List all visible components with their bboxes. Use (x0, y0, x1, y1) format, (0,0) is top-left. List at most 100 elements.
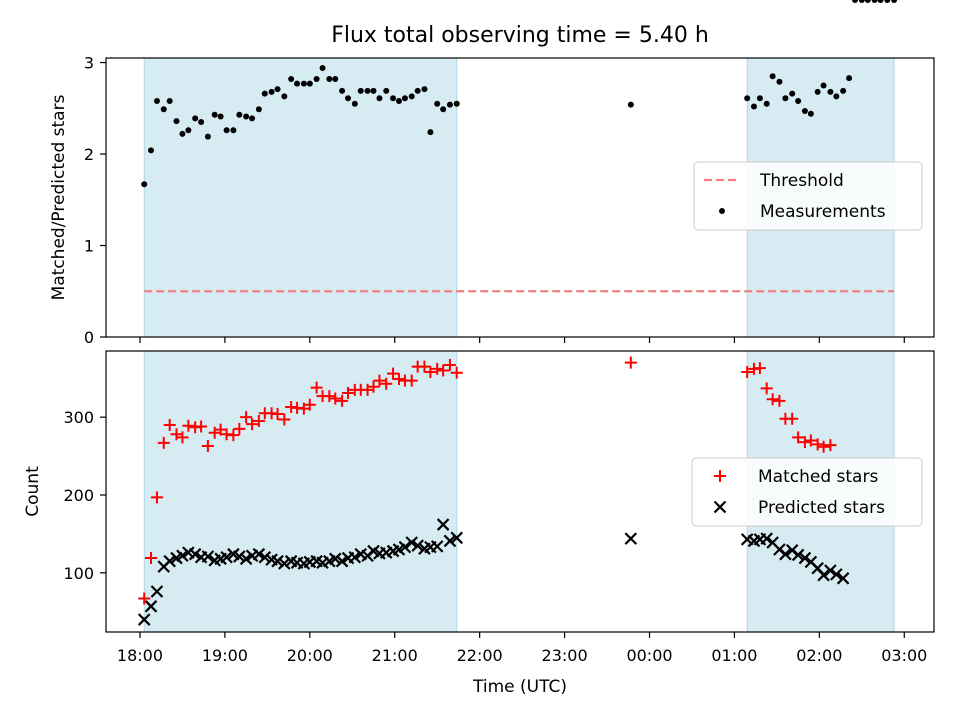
measurement-point (204, 133, 211, 140)
predicted-point (335, 554, 349, 568)
measurement-point (789, 90, 796, 97)
y-tick-label: 2 (84, 145, 94, 164)
measurement-point (179, 130, 186, 137)
measurement-point (744, 95, 751, 102)
measurement-point (236, 111, 243, 118)
predicted-point (817, 568, 830, 582)
y-axis-label: Matched/Predicted stars (49, 94, 69, 300)
matched-point (176, 431, 189, 444)
x-tick-label: 18:00 (117, 646, 163, 665)
matched-point (817, 440, 830, 453)
matched-point (163, 418, 176, 431)
matched-point (431, 362, 444, 375)
matched-point (798, 436, 811, 449)
measurement-point (858, 0, 865, 3)
x-tick-label: 20:00 (287, 646, 333, 665)
measurement-point (750, 103, 757, 110)
predicted-point (239, 552, 253, 566)
measurement-point (351, 100, 358, 107)
predicted-point (188, 547, 202, 561)
chart-title: Flux total observing time = 5.40 h (331, 23, 709, 48)
measurement-point (255, 106, 262, 113)
measurement-point (421, 86, 428, 93)
measurement-point (281, 93, 288, 100)
measurement-point (294, 80, 301, 87)
legend-label: Measurements (760, 202, 886, 222)
measurement-point (871, 0, 878, 3)
measurement-point (160, 106, 167, 113)
legend: Matched stars Predicted stars (691, 457, 923, 527)
matched-point (303, 398, 316, 411)
matched-point (227, 429, 240, 442)
measurement-point (827, 88, 834, 95)
y-tick-label: 3 (84, 54, 94, 73)
matched-point (773, 394, 786, 407)
series-predicted-stars (139, 519, 850, 626)
predicted-point (329, 552, 342, 566)
axes-frame (105, 350, 935, 633)
matched-point (760, 382, 773, 395)
matched-point (233, 422, 246, 435)
matched-point (310, 381, 323, 394)
measurement-point (795, 97, 802, 104)
legend-predicted-swatch (713, 500, 727, 514)
matched-point (240, 411, 253, 424)
matched-point (424, 366, 437, 379)
measurement-point (319, 65, 326, 72)
predicted-point (830, 568, 843, 581)
series-matched-stars (138, 357, 837, 605)
predicted-point (278, 557, 291, 570)
matched-point (246, 418, 259, 431)
measurement-point (192, 115, 199, 122)
count-panel: 100 200 300 18:00 19:00 20:00 21:00 22:00 23:00 0… (23, 350, 935, 665)
measurement-point (383, 87, 390, 94)
legend: Threshold Measurements (693, 161, 923, 231)
legend-label: Matched stars (758, 467, 878, 487)
measurement-point (453, 100, 460, 107)
measurement-point (801, 108, 808, 115)
matched-point (182, 419, 195, 432)
measurement-point (249, 115, 256, 122)
matched-point (811, 438, 824, 451)
matched-point (252, 415, 265, 428)
y-tick-label: 200 (63, 486, 94, 505)
predicted-point (258, 550, 272, 564)
matched-point (145, 552, 158, 565)
matched-point (201, 439, 214, 452)
measurement-point (763, 100, 770, 107)
measurement-point (153, 97, 160, 104)
predicted-point (233, 550, 246, 563)
legend-matched-swatch (714, 470, 726, 482)
measurement-point (446, 101, 453, 108)
matched-point (342, 387, 355, 400)
measurement-point (440, 106, 447, 113)
matched-point (405, 374, 418, 387)
predicted-point (220, 550, 233, 564)
y-tick-label: 300 (63, 408, 94, 427)
measurement-point (769, 73, 776, 80)
matched-point (278, 413, 291, 426)
measurement-point (230, 127, 237, 134)
measurement-point (313, 76, 320, 83)
predicted-point (405, 536, 419, 549)
matched-point (329, 392, 342, 405)
measurement-point (268, 88, 275, 95)
matched-point (741, 366, 754, 379)
series-measurements (141, 0, 898, 188)
measurement-point (814, 88, 821, 95)
x-tick-label: 19:00 (202, 646, 248, 665)
predicted-point (824, 564, 837, 577)
predicted-point (450, 531, 464, 545)
matched-point (804, 434, 817, 447)
measurement-point (756, 95, 763, 102)
matched-point (387, 367, 400, 380)
measurement-point (364, 87, 371, 94)
measurement-point (884, 0, 891, 3)
matched-point (373, 374, 386, 387)
x-axis-label: Time (UTC) (472, 677, 567, 697)
measurement-point (846, 75, 853, 82)
measurement-point (390, 95, 397, 102)
measurement-point (427, 129, 434, 136)
y-tick-label: 0 (84, 328, 94, 347)
